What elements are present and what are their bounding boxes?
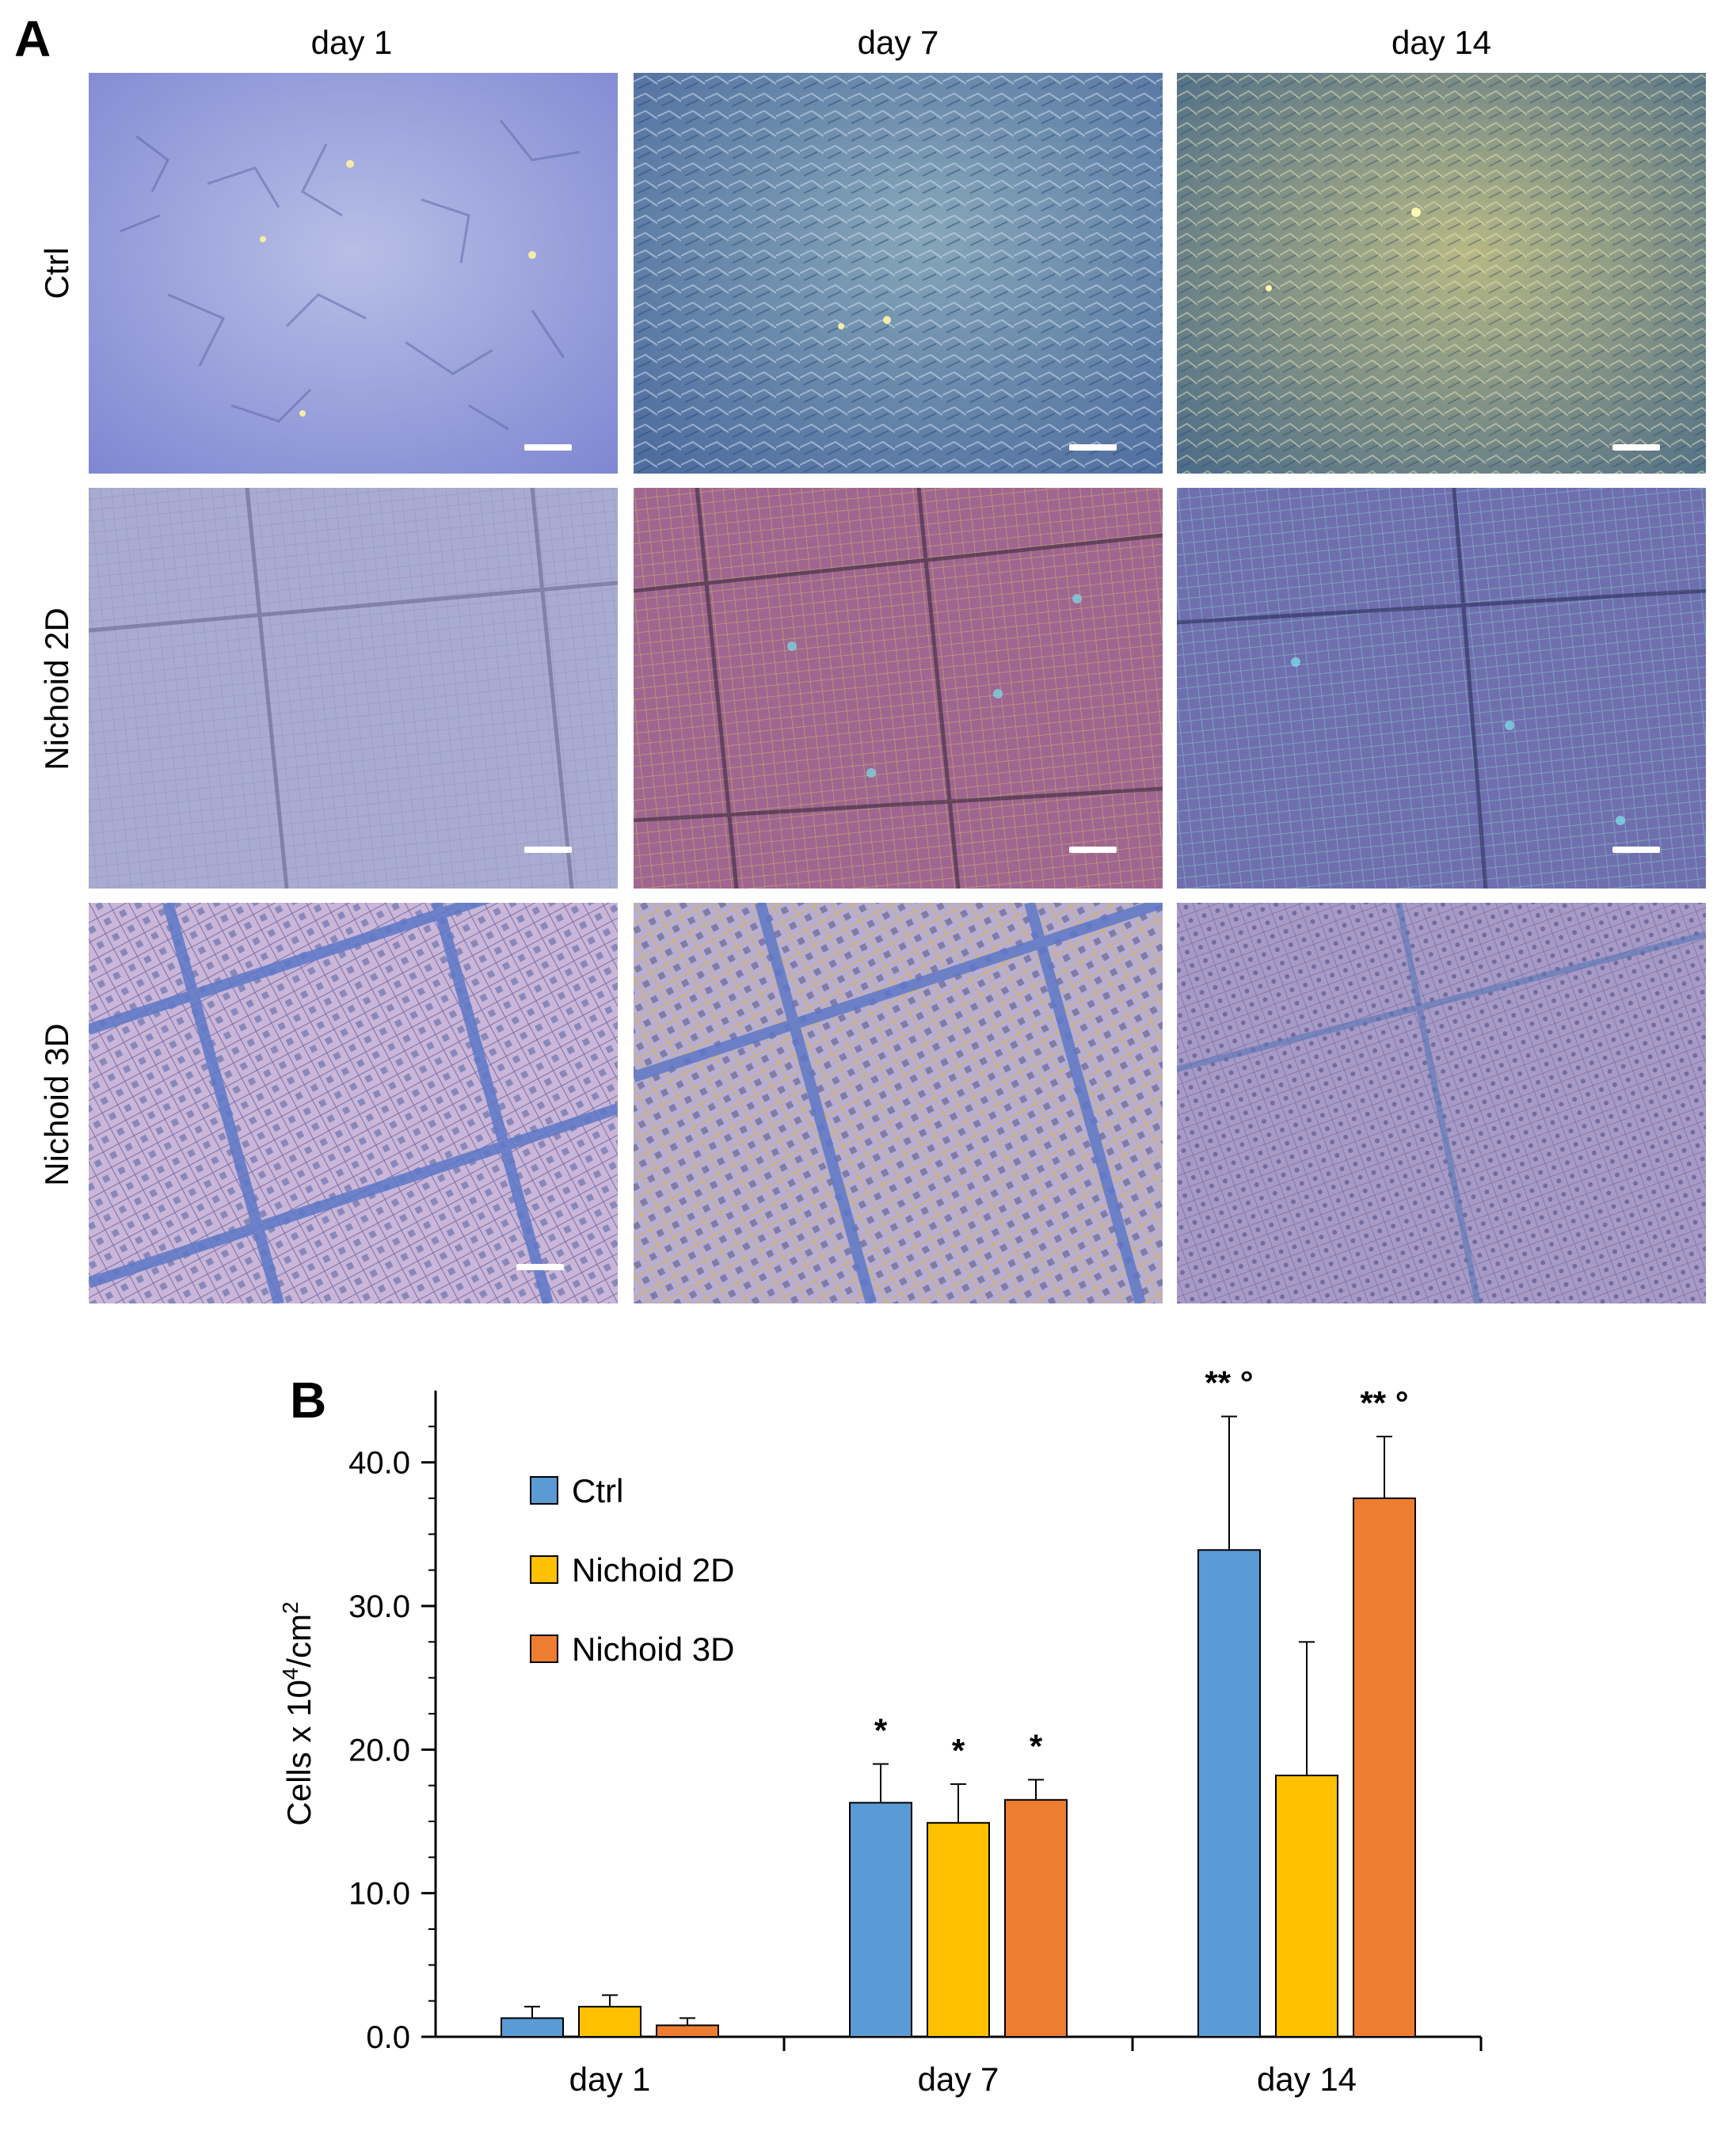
y-tick-label: 10.0 — [348, 1877, 410, 1912]
micrograph-nichoid2d-day1 — [89, 488, 618, 889]
column-label-day1: day 1 — [310, 24, 393, 61]
micrograph-nichoid3d-day14 — [1177, 903, 1706, 1303]
scale-bar — [524, 847, 572, 853]
y-tick-label: 20.0 — [348, 1733, 410, 1768]
significance-annotation: * — [1030, 1727, 1043, 1764]
bar — [578, 2005, 641, 2038]
row-label-nichoid-3d: Nichoid 3D — [38, 1023, 75, 1186]
legend-swatch — [530, 1635, 558, 1663]
scale-bar — [1612, 444, 1660, 451]
micrograph-nichoid2d-day7 — [634, 488, 1163, 889]
significance-annotation: ** ° — [1360, 1384, 1408, 1421]
legend-label: Nichoid 2D — [572, 1551, 734, 1589]
significance-annotation: ** ° — [1205, 1364, 1253, 1402]
x-tick-label: day 1 — [569, 2061, 651, 2098]
panel-a-label: A — [14, 10, 51, 67]
column-label-day14: day 14 — [1391, 24, 1492, 61]
scale-bar — [516, 1264, 564, 1270]
y-tick-label: 40.0 — [348, 1446, 410, 1481]
significance-annotation: * — [952, 1732, 965, 1769]
significance-annotation: * — [874, 1711, 888, 1749]
row-label-nichoid-2d: Nichoid 2D — [38, 607, 75, 771]
micrograph-nichoid2d-day14 — [1177, 488, 1706, 889]
x-tick-label: day 7 — [918, 2061, 999, 2098]
cell-count-bar-chart: B 0.0 10.0 20.0 30.0 40.0 Cells x 104/cm2 day … — [278, 1364, 1483, 2098]
row-label-ctrl: Ctrl — [38, 247, 75, 299]
micrograph-nichoid3d-day7 — [634, 903, 1163, 1303]
bar — [1353, 1498, 1416, 2038]
column-label-day7: day 7 — [857, 24, 939, 61]
bar — [656, 2024, 719, 2038]
scale-bar — [1069, 444, 1117, 451]
legend-label: Nichoid 3D — [572, 1631, 734, 1668]
bar — [849, 1802, 912, 2038]
micrograph-ctrl-day14 — [1177, 73, 1706, 474]
micrograph-nichoid3d-day1 — [89, 903, 618, 1303]
scale-bar — [1612, 847, 1660, 853]
legend-swatch — [530, 1476, 558, 1505]
y-tick-label: 30.0 — [348, 1589, 410, 1624]
micrograph-ctrl-day7 — [634, 73, 1163, 474]
y-axis-label: Cells x 104/cm2 — [278, 1601, 318, 1825]
micrograph-ctrl-day1 — [89, 73, 618, 474]
legend-label: Ctrl — [572, 1472, 623, 1509]
bar — [1004, 1798, 1068, 2038]
legend-swatch — [530, 1555, 558, 1584]
panel-b-label: B — [290, 1372, 326, 1429]
scale-bar — [1069, 847, 1117, 853]
bar — [501, 2017, 564, 2038]
bar — [1197, 1549, 1261, 2038]
bar — [1275, 1774, 1338, 2038]
x-tick-label: day 14 — [1257, 2061, 1357, 2098]
y-tick-label: 0.0 — [366, 2020, 410, 2055]
scale-bar — [524, 444, 572, 451]
bar — [927, 1821, 990, 2038]
